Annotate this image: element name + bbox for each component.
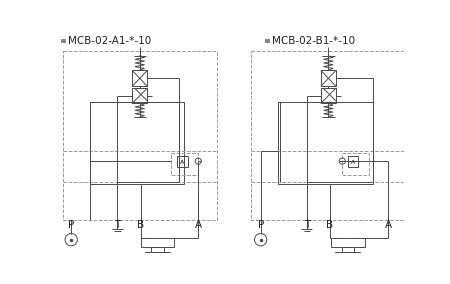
Bar <box>321 70 336 86</box>
Bar <box>342 247 354 252</box>
Bar <box>177 156 188 166</box>
Text: B: B <box>137 220 144 230</box>
Bar <box>140 238 175 247</box>
Text: B: B <box>326 220 333 230</box>
Text: MCB-02-A1-*-10: MCB-02-A1-*-10 <box>68 36 151 46</box>
Bar <box>61 39 66 43</box>
Bar <box>265 39 270 43</box>
Text: A: A <box>385 220 392 230</box>
Text: MCB-02-B1-*-10: MCB-02-B1-*-10 <box>272 36 356 46</box>
Bar <box>63 51 217 220</box>
Bar <box>132 70 148 86</box>
Bar <box>171 153 198 175</box>
Bar <box>145 252 170 257</box>
Bar <box>335 252 360 257</box>
Bar <box>342 153 369 175</box>
Text: T: T <box>114 220 121 230</box>
Text: A: A <box>195 220 202 230</box>
Text: P: P <box>257 220 264 230</box>
Bar <box>321 88 336 103</box>
Bar <box>348 156 359 166</box>
Bar <box>90 102 184 184</box>
Bar <box>151 247 164 252</box>
Bar <box>252 51 405 220</box>
Bar <box>331 238 364 247</box>
Text: P: P <box>68 220 74 230</box>
Text: T: T <box>304 220 310 230</box>
Bar <box>279 102 373 184</box>
Bar <box>132 88 148 103</box>
